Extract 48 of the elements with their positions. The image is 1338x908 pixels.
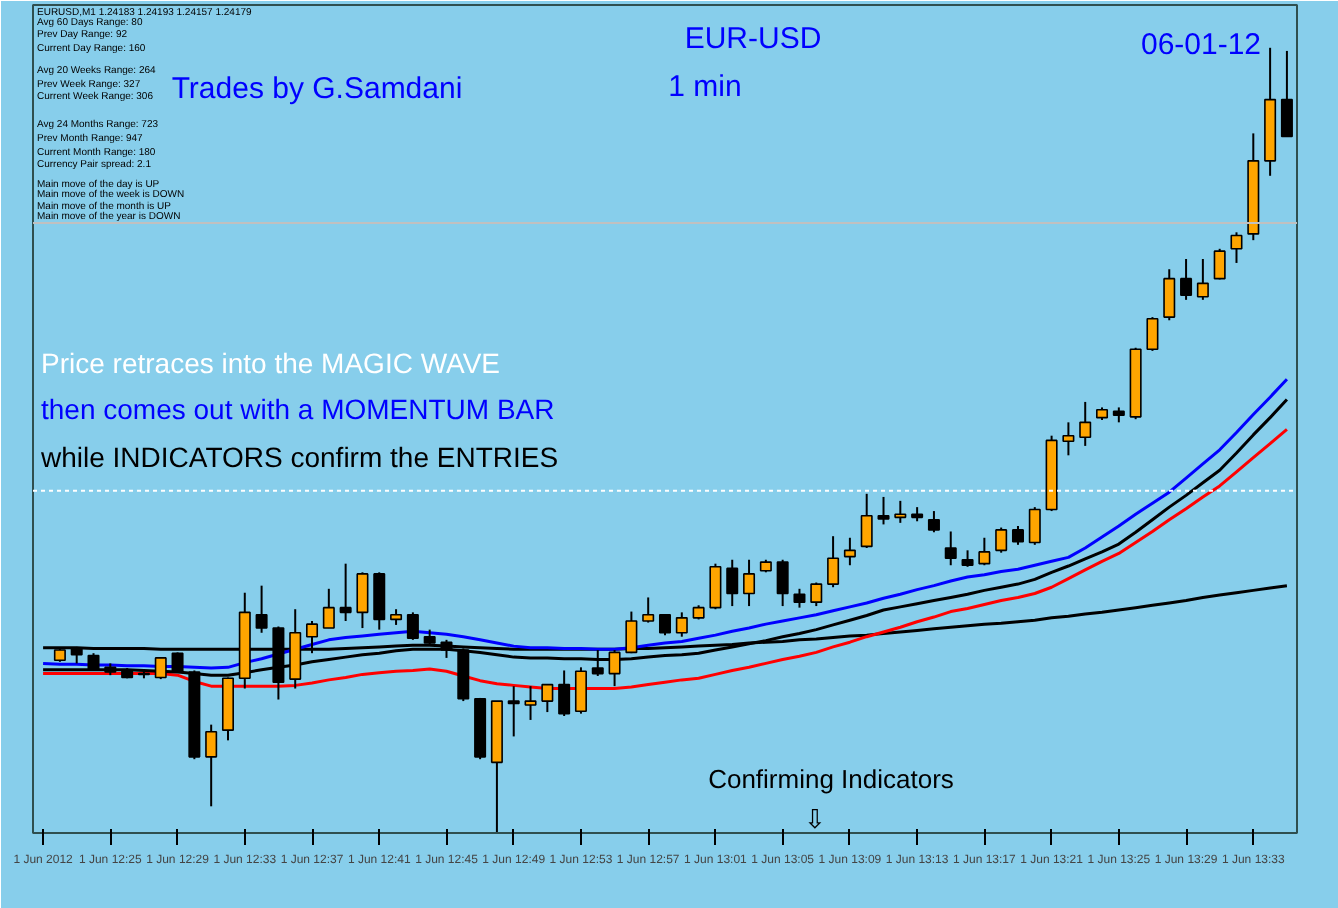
candlestick [574,666,587,715]
candlestick [558,669,571,717]
annotation: then comes out with a MOMENTUM BAR [41,393,555,425]
candlestick [1011,524,1024,546]
candlestick [1146,316,1159,352]
candlestick [827,535,840,589]
annotation: 06-01-12 [1140,28,1262,62]
candlestick [356,571,369,630]
candlestick [1163,268,1176,322]
candlestick [743,558,756,608]
candlestick [675,611,688,638]
candlestick [843,536,856,567]
candlestick [1213,247,1226,281]
candlestick [1028,506,1041,546]
candlestick [406,611,419,641]
candlestick [995,526,1008,554]
candlestick [793,587,806,609]
annotation: Confirming Indicators [708,764,955,794]
candlestick [1062,421,1075,457]
candlestick [507,685,520,738]
candlestick [726,558,739,608]
candlestick [1280,49,1293,138]
annotation: while INDICATORS confirm the ENTRIES [39,441,559,473]
candlestick [978,536,991,567]
candlestick [927,510,940,534]
annotation: Price retraces into the MAGIC WAVE [41,347,501,379]
annotation: Trades by G.Samdani [171,72,463,106]
candlestick [524,685,537,721]
candlestick [541,683,554,714]
candlestick [642,596,655,624]
candlestick [322,587,335,630]
candlestick [205,723,218,808]
text: 1 min [668,70,742,104]
candlestick [1230,231,1243,264]
chart-title: EUR-USD [684,22,822,56]
candlestick [373,571,386,631]
candlestick [944,530,957,567]
candlestick [1196,258,1209,301]
candlestick [709,562,722,611]
annotation: ⇩ [804,804,826,834]
candlestick [776,558,789,608]
candlestick [894,499,907,524]
candlestick [339,562,352,622]
candlestick [860,492,873,549]
candlestick [255,584,268,634]
candlestick [877,495,890,526]
candlestick [1079,400,1092,447]
candlestick [1180,258,1193,301]
